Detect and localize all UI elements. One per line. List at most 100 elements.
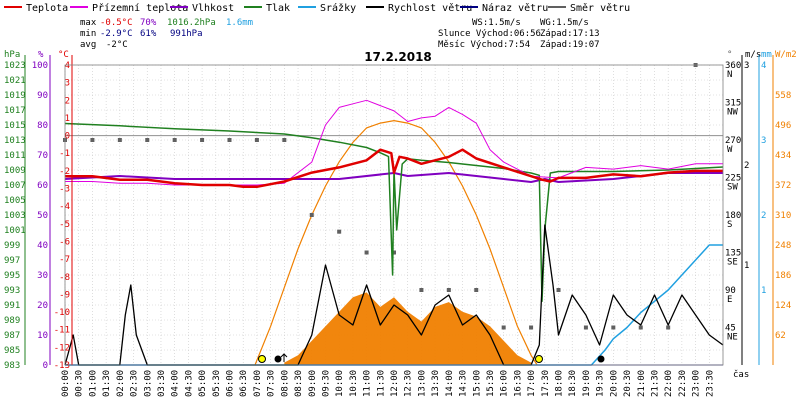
stat-max-label: max [80,18,97,28]
solar-tick-2: 434 [775,151,791,161]
temperature-tick-17: -13 [54,361,70,371]
x-tick-39: 19:30 [596,370,606,397]
direction-point-18 [556,288,561,292]
axes: 1023102110191017101510131011100910071005… [4,55,791,371]
pressure-tick-16: 991 [4,301,20,311]
humidity-tick-6: 40 [37,241,48,251]
x-tick-13: 06:30 [239,370,249,397]
temperature-tick-12: -8 [59,273,70,283]
solar-tick-4: 310 [775,211,791,221]
x-tick-29: 14:30 [459,370,469,397]
wind-gust-info: WG:1.5m/s [540,18,589,28]
moonrise-marker [274,355,282,363]
x-tick-42: 21:00 [637,370,647,397]
direction-tick-5: 135 [725,249,741,259]
wind-speed-info: WS:1.5m/s [472,18,521,28]
direction-name-1: NW [727,108,738,118]
temperature-tick-4: 0 [65,132,70,142]
direction-point-5 [200,138,205,142]
x-tick-20: 10:00 [335,370,345,397]
direction-point-13 [419,288,424,292]
direction-point-22 [666,325,671,330]
x-tick-22: 11:00 [363,370,373,397]
temperature-tick-15: -11 [54,326,70,336]
temperature-tick-6: -2 [59,167,70,177]
temperature-tick-2: 2 [65,96,70,106]
legend-label-6: Náraz větru [482,2,548,14]
direction-point-19 [583,325,588,330]
direction-point-16 [501,325,506,330]
pressure-tick-3: 1017 [4,106,26,116]
solar-tick-0: 558 [775,91,791,101]
pressure-tick-5: 1013 [4,136,26,146]
pressure-tick-14: 995 [4,271,20,281]
solar-tick-1: 496 [775,121,791,131]
wind-axis-label: m/s [745,50,761,60]
rain-axis-label: mm [761,50,772,60]
x-tick-32: 16:00 [500,370,510,397]
legend: Teplota Přízemní teplota Vlhkost Tlak Sr… [4,2,630,14]
direction-name-0: N [727,70,732,80]
x-tick-1: 00:30 [75,370,85,397]
x-tick-38: 19:00 [582,370,592,397]
temperature-tick-1: 3 [65,79,70,89]
humidity-tick-0: 100 [32,61,48,71]
stat-avg-temp: -2°C [106,40,128,50]
direction-point-17 [529,325,534,330]
temperature-tick-3: 1 [65,114,70,124]
pressure-tick-8: 1007 [4,181,26,191]
humidity-tick-5: 50 [37,211,48,221]
direction-point-11 [364,250,369,255]
pressure-tick-17: 989 [4,316,20,326]
direction-tick-6: 90 [725,286,736,296]
x-tick-15: 07:30 [267,370,277,397]
solar-tick-7: 124 [775,301,791,311]
x-tick-17: 08:30 [294,370,304,397]
x-tick-14: 07:00 [253,370,263,397]
stat-min-hum: 61% [140,29,157,39]
temperature-tick-10: -6 [59,237,70,247]
direction-point-21 [638,325,643,330]
legend-label-1: Přízemní teplota [92,2,188,14]
humidity-tick-3: 70 [37,151,48,161]
series-rain [65,244,723,366]
humidity-tick-2: 80 [37,121,48,131]
x-tick-6: 03:00 [143,370,153,397]
pressure-tick-0: 1023 [4,61,26,71]
direction-point-1 [90,138,95,142]
humidity-axis-label: % [38,50,44,60]
chart-title: 17.2.2018 [364,50,432,64]
direction-point-9 [309,213,314,217]
sunset-marker [535,355,543,363]
direction-axis-label: ° [727,50,732,60]
x-tick-35: 17:30 [541,370,551,397]
stats-block: max -0.5°C 70% 1016.2hPa 1.6mm min -2.9°… [80,18,253,50]
humidity-tick-8: 20 [37,301,48,311]
temperature-tick-5: -1 [59,149,70,159]
pressure-tick-12: 999 [4,241,20,251]
x-tick-9: 04:30 [184,370,194,397]
x-tick-7: 03:30 [157,370,167,397]
pressure-tick-4: 1015 [4,121,26,131]
x-tick-27: 13:30 [431,370,441,397]
pressure-tick-13: 997 [4,256,20,266]
pressure-tick-2: 1019 [4,91,26,101]
pressure-tick-6: 1011 [4,151,26,161]
legend-label-7: Směr větru [570,2,630,14]
direction-point-10 [337,229,342,234]
direction-tick-3: 225 [725,174,741,184]
direction-point-12 [392,250,396,255]
direction-point-4 [172,138,177,142]
x-tick-8: 04:00 [171,370,181,397]
temperature-tick-9: -5 [59,220,70,230]
temperature-tick-13: -9 [59,290,70,300]
x-axis-label: čas [733,369,749,380]
x-tick-10: 05:00 [198,370,208,397]
series-temperature [65,148,723,189]
rain-tick-2: 2 [761,211,766,221]
direction-tick-7: 45 [725,324,736,334]
pressure-tick-20: 983 [4,361,20,371]
solar-tick-5: 248 [775,241,791,251]
solar-axis-label: W/m2 [775,50,797,60]
x-tick-47: 23:30 [705,370,715,397]
